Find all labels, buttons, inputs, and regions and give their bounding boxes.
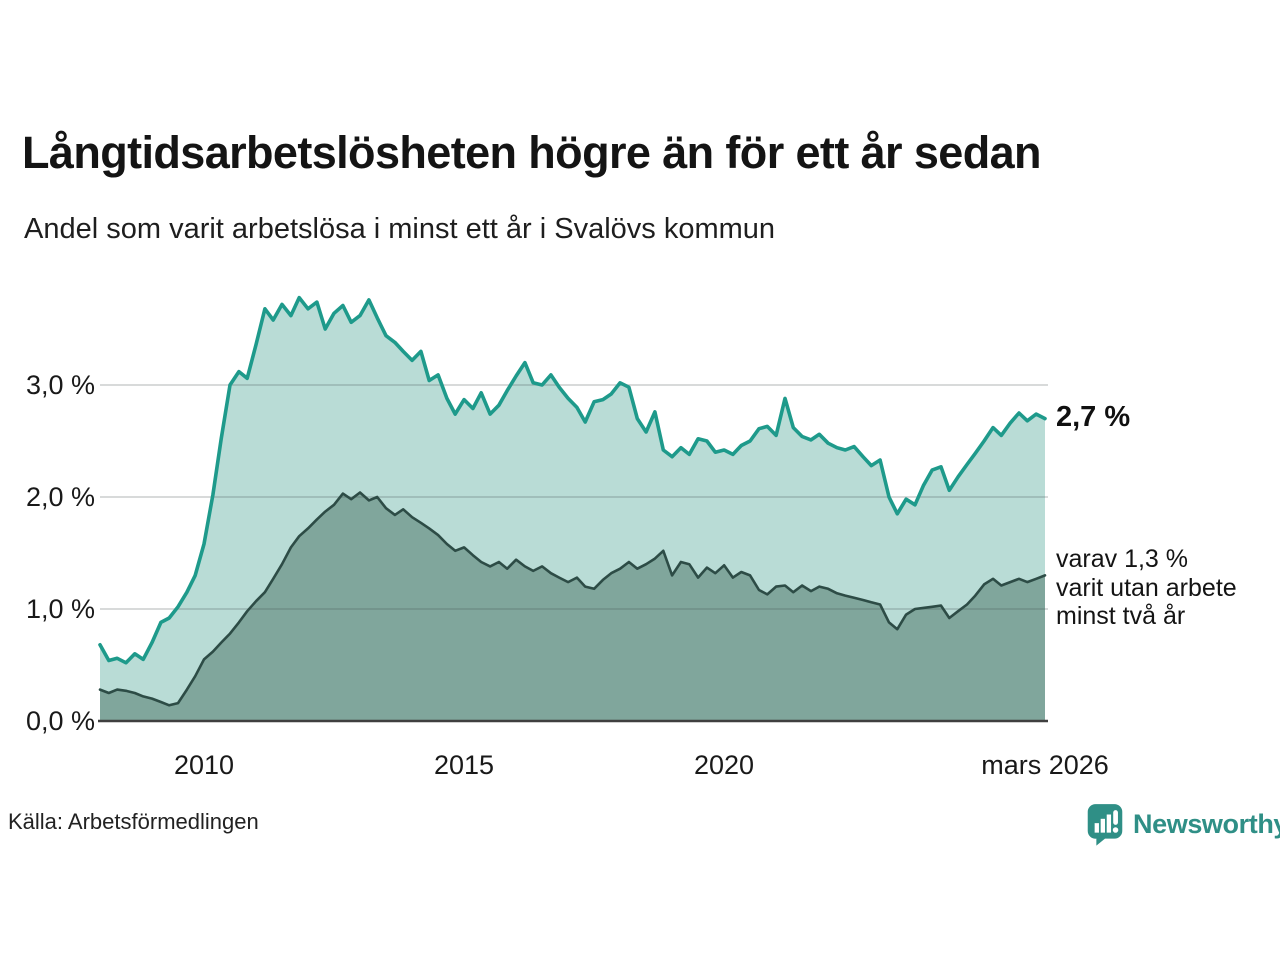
y-tick-label: 0,0 % <box>25 706 95 736</box>
bar-icon <box>1100 818 1105 833</box>
brand-name: Newsworthy <box>1133 808 1280 839</box>
y-tick-label: 1,0 % <box>25 594 95 624</box>
page-title: Långtidsarbetslösheten högre än för ett … <box>22 127 1042 178</box>
bar-icon <box>1106 814 1112 833</box>
two-year-annotation-line: varav 1,3 % <box>1056 545 1189 573</box>
two-year-annotation-line: minst två år <box>1056 602 1186 630</box>
exclamation-dot-icon <box>1112 827 1119 833</box>
two-year-annotation-line: varit utan arbete <box>1056 573 1237 602</box>
line-two-year <box>98 491 1047 707</box>
two-year-annotation: varav 1,3 % varit utan arbete minst två … <box>1056 545 1237 631</box>
x-tick-label: 2015 <box>433 750 495 780</box>
x-tick-label: mars 2026 <box>981 750 1109 780</box>
brand-logo: Newsworthy <box>1086 802 1280 846</box>
bar-icon <box>1094 823 1099 833</box>
newsworthy-bubble-barchart-icon <box>1087 804 1123 846</box>
page-subtitle: Andel som varit arbetslösa i minst ett å… <box>24 213 776 245</box>
x-tick-label: 2010 <box>173 750 235 780</box>
x-tick-label: 2020 <box>693 750 755 780</box>
area-two-year-fill <box>100 492 1045 721</box>
line-total <box>98 295 1047 665</box>
y-tick-label: 2,0 % <box>25 482 95 512</box>
y-tick-label: 3,0 % <box>25 370 95 400</box>
exclamation-icon <box>1113 810 1118 825</box>
source-note: Källa: Arbetsförmedlingen <box>8 809 259 834</box>
latest-total-annotation: 2,7 % <box>1056 401 1131 433</box>
